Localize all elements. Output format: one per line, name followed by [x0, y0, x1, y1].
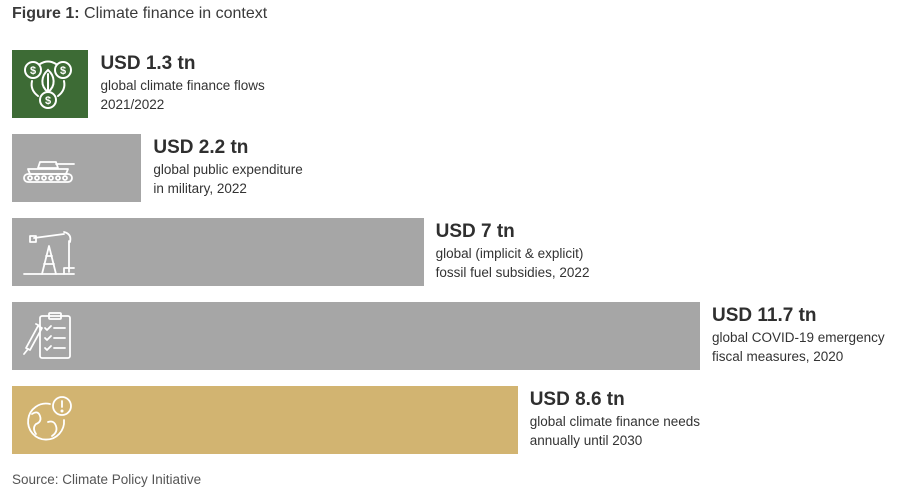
- figure-title: Figure 1: Climate finance in context: [12, 5, 267, 23]
- figure-title-text: Climate finance in context: [84, 5, 268, 22]
- bar-3: [12, 218, 424, 286]
- bar-description: annually until 2030: [529, 433, 643, 448]
- bar-description: global public expenditure: [153, 162, 303, 177]
- bar-description: fossil fuel subsidies, 2022: [435, 265, 590, 280]
- bar-label-3: USD 7 tn global (implicit & explicit) foss…: [436, 220, 590, 282]
- bar-description: global climate finance needs: [529, 414, 701, 429]
- bar-value-label: USD 1.3 tn: [100, 53, 196, 74]
- svg-text:$: $: [60, 65, 66, 77]
- bar-1: $ $ $: [12, 50, 89, 118]
- bar-value-label: USD 2.2 tn: [153, 137, 249, 158]
- source-note: Source: Climate Policy Initiative: [12, 472, 202, 487]
- medical-checklist-icon: [20, 308, 76, 364]
- bar-label-4: USD 11.7 tn global COVID-19 emergency fisc…: [712, 304, 885, 366]
- bar-label-5: USD 8.6 tn global climate finance needs an…: [530, 388, 700, 450]
- oil-pump-icon: [20, 224, 76, 280]
- bar-description: global climate finance flows: [100, 78, 265, 93]
- svg-text:$: $: [30, 65, 36, 77]
- globe-warning-icon: [20, 392, 76, 448]
- bar-value-label: USD 8.6 tn: [529, 389, 625, 410]
- bar-5: [12, 386, 518, 454]
- bar-description: global COVID-19 emergency: [712, 330, 885, 345]
- bar-value-label: USD 11.7 tn: [712, 305, 817, 326]
- bar-value-label: USD 7 tn: [435, 221, 515, 242]
- bar-2: [12, 134, 142, 202]
- bar-description: global (implicit & explicit): [435, 246, 584, 261]
- bar-label-2: USD 2.2 tn global public expenditure in mi…: [153, 136, 302, 198]
- bar-description: in military, 2022: [153, 181, 247, 196]
- bar-description: 2021/2022: [100, 97, 165, 112]
- svg-text:$: $: [45, 95, 51, 107]
- climate-finance-leaf-icon: $ $ $: [20, 56, 76, 112]
- tank-icon: [20, 140, 76, 196]
- bar-4: [12, 302, 700, 370]
- bar-label-1: USD 1.3 tn global climate finance flows 20…: [100, 52, 264, 114]
- figure-label: Figure 1:: [12, 5, 80, 22]
- bar-description: fiscal measures, 2020: [712, 349, 844, 364]
